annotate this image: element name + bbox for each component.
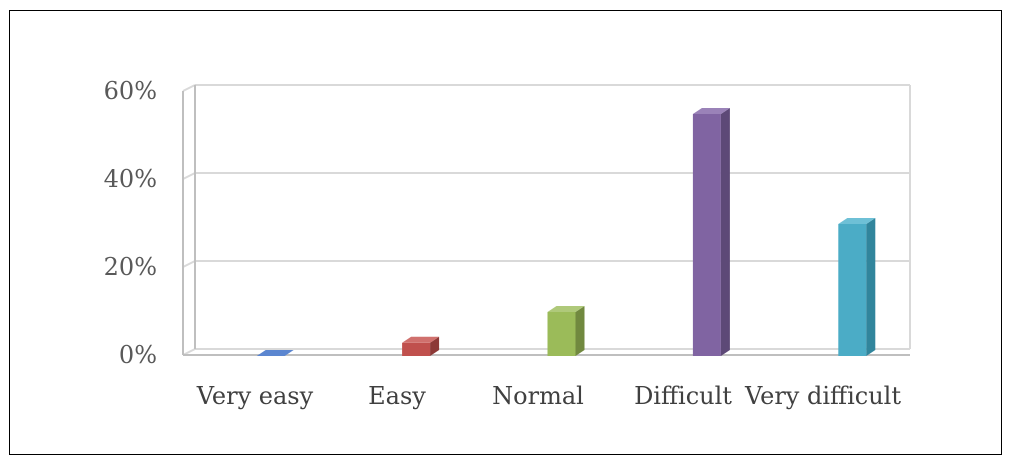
x-category-label: Easy <box>368 382 426 410</box>
x-category-label: Very difficult <box>744 382 901 410</box>
bar-difficult <box>693 108 730 356</box>
y-tick-label: 60% <box>104 77 157 105</box>
bar-very-difficult <box>838 218 875 356</box>
bar-normal <box>548 306 585 356</box>
y-tick-label: 40% <box>104 165 157 193</box>
bar-easy <box>402 337 439 356</box>
gridline-depth <box>183 261 195 267</box>
x-category-label: Difficult <box>634 382 732 410</box>
gridline-depth <box>183 173 195 179</box>
x-category-label: Normal <box>492 382 584 410</box>
y-tick-label: 20% <box>104 253 157 281</box>
x-category-label: Very easy <box>196 382 314 410</box>
gridline-depth <box>183 85 195 91</box>
y-tick-label: 0% <box>119 341 157 369</box>
